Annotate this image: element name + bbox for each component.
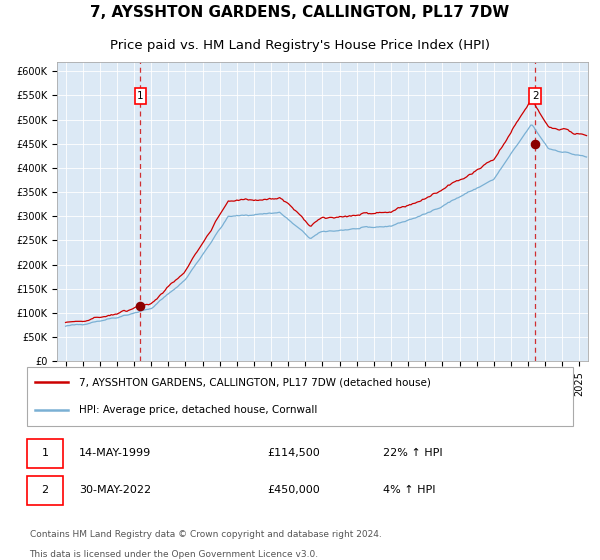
Text: HPI: Average price, detached house, Cornwall: HPI: Average price, detached house, Corn…: [79, 405, 317, 416]
Text: 2: 2: [532, 91, 538, 101]
Text: 14-MAY-1999: 14-MAY-1999: [79, 449, 151, 459]
FancyBboxPatch shape: [27, 438, 62, 468]
Text: 7, AYSSHTON GARDENS, CALLINGTON, PL17 7DW: 7, AYSSHTON GARDENS, CALLINGTON, PL17 7D…: [91, 6, 509, 20]
Text: This data is licensed under the Open Government Licence v3.0.: This data is licensed under the Open Gov…: [29, 550, 319, 559]
FancyBboxPatch shape: [27, 475, 62, 505]
Text: 22% ↑ HPI: 22% ↑ HPI: [383, 449, 442, 459]
Text: 1: 1: [41, 449, 49, 459]
Text: 1: 1: [137, 91, 144, 101]
Text: £450,000: £450,000: [267, 486, 320, 496]
Text: Contains HM Land Registry data © Crown copyright and database right 2024.: Contains HM Land Registry data © Crown c…: [29, 530, 381, 539]
Text: 4% ↑ HPI: 4% ↑ HPI: [383, 486, 436, 496]
Text: 7, AYSSHTON GARDENS, CALLINGTON, PL17 7DW (detached house): 7, AYSSHTON GARDENS, CALLINGTON, PL17 7D…: [79, 377, 431, 387]
FancyBboxPatch shape: [27, 367, 573, 426]
Text: 2: 2: [41, 486, 49, 496]
Point: [136, 301, 145, 310]
Text: 30-MAY-2022: 30-MAY-2022: [79, 486, 151, 496]
Point: [530, 139, 540, 148]
Text: Price paid vs. HM Land Registry's House Price Index (HPI): Price paid vs. HM Land Registry's House …: [110, 39, 490, 53]
Text: £114,500: £114,500: [267, 449, 320, 459]
